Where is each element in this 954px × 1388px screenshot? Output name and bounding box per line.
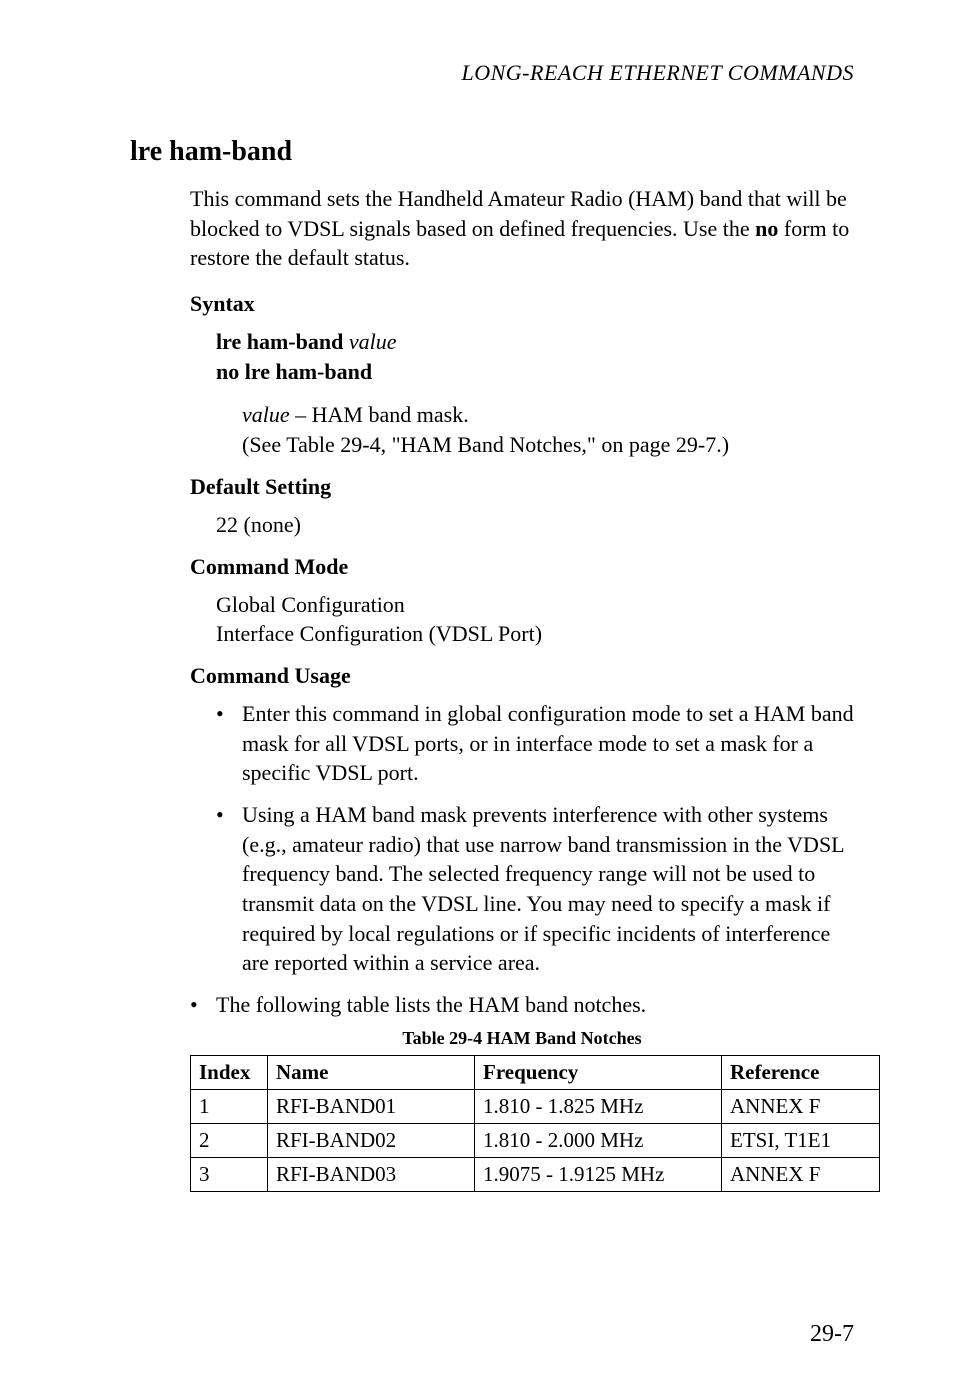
cell-index: 2 bbox=[191, 1123, 268, 1157]
usage-bullet-2: Using a HAM band mask prevents interfere… bbox=[216, 800, 854, 978]
col-frequency: Frequency bbox=[475, 1055, 722, 1089]
syntax-line1-bold: lre ham-band bbox=[216, 329, 343, 354]
table-row: 3 RFI-BAND03 1.9075 - 1.9125 MHz ANNEX F bbox=[191, 1157, 880, 1191]
page: LONG-REACH ETHERNET COMMANDS lre ham-ban… bbox=[0, 0, 954, 1388]
running-head: LONG-REACH ETHERNET COMMANDS bbox=[130, 60, 854, 86]
cell-name: RFI-BAND02 bbox=[268, 1123, 475, 1157]
cell-reference: ANNEX F bbox=[722, 1089, 880, 1123]
table-body: 1 RFI-BAND01 1.810 - 1.825 MHz ANNEX F 2… bbox=[191, 1089, 880, 1191]
section-title: lre ham-band bbox=[130, 136, 854, 168]
usage-bullets: Enter this command in global configurati… bbox=[190, 699, 854, 978]
cell-frequency: 1.810 - 2.000 MHz bbox=[475, 1123, 722, 1157]
value-block: value – HAM band mask. (See Table 29-4, … bbox=[242, 400, 854, 459]
syntax-block: lre ham-band value no lre ham-band bbox=[216, 327, 854, 386]
table-row: 1 RFI-BAND01 1.810 - 1.825 MHz ANNEX F bbox=[191, 1089, 880, 1123]
outdent-bullet-list: The following table lists the HAM band n… bbox=[190, 990, 854, 1020]
syntax-heading: Syntax bbox=[190, 291, 854, 317]
cell-frequency: 1.810 - 1.825 MHz bbox=[475, 1089, 722, 1123]
command-mode-block: Global Configuration Interface Configura… bbox=[216, 590, 854, 649]
command-usage-heading: Command Usage bbox=[190, 663, 854, 689]
cell-reference: ETSI, T1E1 bbox=[722, 1123, 880, 1157]
cell-name: RFI-BAND01 bbox=[268, 1089, 475, 1123]
command-mode-heading: Command Mode bbox=[190, 554, 854, 580]
table-head: Index Name Frequency Reference bbox=[191, 1055, 880, 1089]
page-number: 29-7 bbox=[810, 1321, 854, 1348]
syntax-line1-ital: value bbox=[349, 329, 397, 354]
body-indent: This command sets the Handheld Amateur R… bbox=[190, 184, 854, 978]
col-index: Index bbox=[191, 1055, 268, 1089]
running-head-text: LONG-REACH ETHERNET COMMANDS bbox=[462, 60, 855, 85]
intro-paragraph: This command sets the Handheld Amateur R… bbox=[190, 184, 854, 273]
col-reference: Reference bbox=[722, 1055, 880, 1089]
syntax-line2-bold: no lre ham-band bbox=[216, 359, 372, 384]
table-header-row: Index Name Frequency Reference bbox=[191, 1055, 880, 1089]
value-ital: value bbox=[242, 402, 290, 427]
cell-reference: ANNEX F bbox=[722, 1157, 880, 1191]
col-name: Name bbox=[268, 1055, 475, 1089]
value-ref: (See Table 29-4, "HAM Band Notches," on … bbox=[242, 432, 729, 457]
ham-band-table: Index Name Frequency Reference 1 RFI-BAN… bbox=[190, 1055, 880, 1192]
outdent-bullet-item: The following table lists the HAM band n… bbox=[190, 990, 854, 1020]
command-mode-line2: Interface Configuration (VDSL Port) bbox=[216, 621, 542, 646]
table-caption: Table 29-4 HAM Band Notches bbox=[190, 1028, 854, 1049]
intro-b: no bbox=[755, 216, 778, 241]
default-setting-value: 22 (none) bbox=[216, 510, 854, 540]
cell-frequency: 1.9075 - 1.9125 MHz bbox=[475, 1157, 722, 1191]
command-mode-line1: Global Configuration bbox=[216, 592, 405, 617]
table-row: 2 RFI-BAND02 1.810 - 2.000 MHz ETSI, T1E… bbox=[191, 1123, 880, 1157]
value-text: – HAM band mask. bbox=[290, 402, 469, 427]
usage-bullet-1: Enter this command in global configurati… bbox=[216, 699, 854, 788]
cell-index: 3 bbox=[191, 1157, 268, 1191]
default-setting-heading: Default Setting bbox=[190, 474, 854, 500]
intro-a: This command sets the Handheld Amateur R… bbox=[190, 186, 847, 241]
cell-name: RFI-BAND03 bbox=[268, 1157, 475, 1191]
cell-index: 1 bbox=[191, 1089, 268, 1123]
